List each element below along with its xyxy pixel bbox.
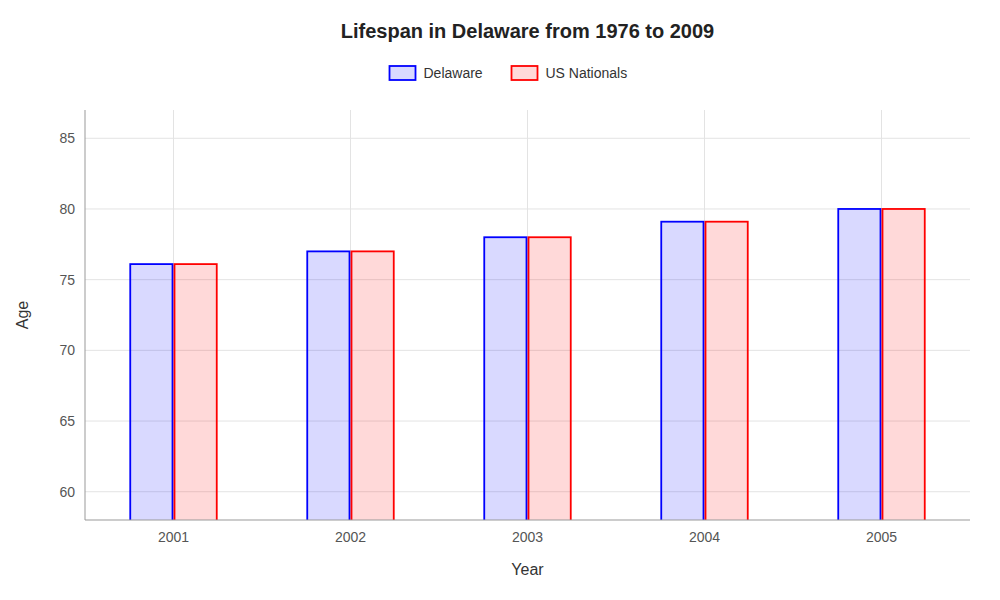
legend-swatch xyxy=(512,66,538,80)
bar xyxy=(883,209,925,520)
legend-swatch xyxy=(390,66,416,80)
x-tick-label: 2005 xyxy=(866,529,897,545)
x-tick-label: 2002 xyxy=(335,529,366,545)
bar xyxy=(352,251,394,520)
y-tick-label: 75 xyxy=(59,272,75,288)
bar xyxy=(307,251,349,520)
legend-label: Delaware xyxy=(424,65,483,81)
y-axis-label: Age xyxy=(14,301,31,330)
y-tick-label: 60 xyxy=(59,484,75,500)
bar xyxy=(484,237,526,520)
bar xyxy=(706,222,748,520)
legend: Delaware US Nationals xyxy=(390,65,628,81)
x-tick-label: 2004 xyxy=(689,529,720,545)
y-tick-label: 65 xyxy=(59,413,75,429)
x-axis-label: Year xyxy=(511,561,544,578)
title: Lifespan in Delaware from 1976 to 2009 xyxy=(341,20,715,42)
bar xyxy=(838,209,880,520)
bars xyxy=(130,209,925,520)
x-tick-label: 2003 xyxy=(512,529,543,545)
x-axis-line xyxy=(85,520,970,521)
y-axis-line xyxy=(85,110,86,520)
bar xyxy=(175,264,217,520)
bar xyxy=(661,222,703,520)
bar xyxy=(529,237,571,520)
y-tick-label: 70 xyxy=(59,342,75,358)
bar xyxy=(130,264,172,520)
y-tick-label: 85 xyxy=(59,130,75,146)
chart: Lifespan in Delaware from 1976 to 2009 60… xyxy=(0,0,1000,600)
legend-label: US Nationals xyxy=(546,65,628,81)
x-tick-label: 2001 xyxy=(158,529,189,545)
grid xyxy=(85,110,970,520)
y-tick-label: 80 xyxy=(59,201,75,217)
